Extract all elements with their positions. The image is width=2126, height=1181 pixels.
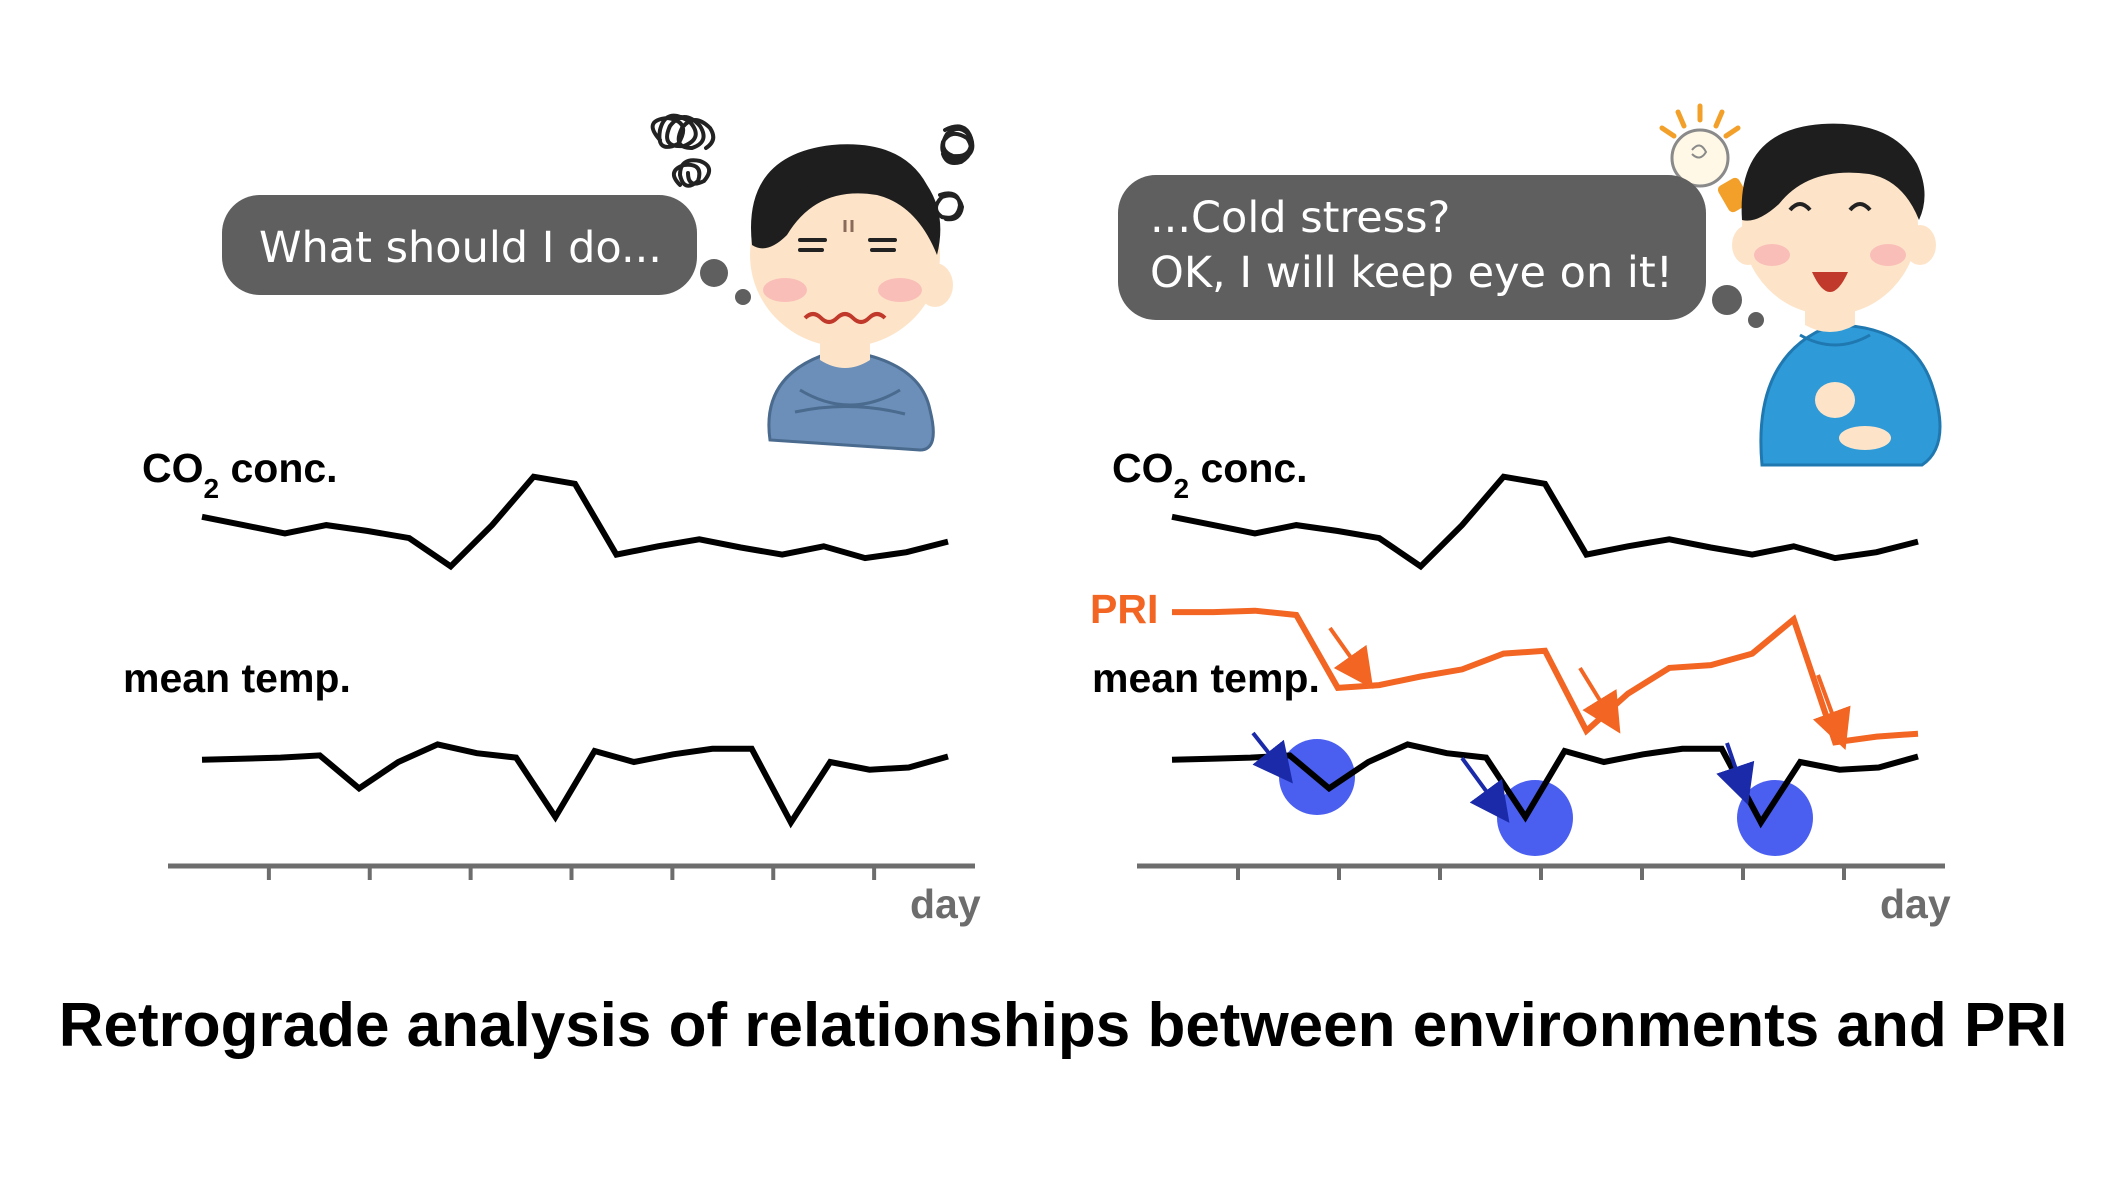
blue-arrow-2 <box>1460 756 1510 823</box>
pri-label: PRI <box>1090 586 1158 632</box>
scribble-icon <box>650 113 975 222</box>
thought-text-right-1: ...Cold stress? <box>1150 193 1450 243</box>
cold-dip-highlight-3 <box>1737 780 1813 856</box>
orange-arrows <box>1328 626 1851 751</box>
orange-arrow-1 <box>1328 626 1374 690</box>
blue-arrow-1 <box>1251 731 1293 784</box>
confused-person-icon <box>750 144 953 452</box>
right-panel: ...Cold stress? OK, I will keep eye on i… <box>1090 103 1951 927</box>
thought-text-left: What should I do... <box>259 223 662 273</box>
co2-label-right: CO2 conc. <box>1112 445 1308 504</box>
thought-bubble-left: What should I do... <box>222 195 751 305</box>
x-axis-left: day <box>168 863 981 927</box>
blue-arrows <box>1251 731 1755 823</box>
thought-text-right-2: OK, I will keep eye on it! <box>1150 248 1673 298</box>
temp-line-right <box>1171 741 1919 829</box>
pri-line <box>1172 607 1919 746</box>
x-axis-right: day <box>1137 863 1951 927</box>
left-panel: What should I do... CO2 conc. mean temp. <box>123 113 981 927</box>
thought-bubble-right: ...Cold stress? OK, I will keep eye on i… <box>1118 175 1764 328</box>
temp-label-left: mean temp. <box>123 655 351 701</box>
orange-arrow-2 <box>1578 666 1621 734</box>
temp-label-right: mean temp. <box>1092 655 1320 701</box>
axis-label-left: day <box>910 881 981 927</box>
blue-arrow-3 <box>1716 742 1755 806</box>
axis-label-right: day <box>1880 881 1951 927</box>
temp-line-left <box>201 741 949 829</box>
co2-line-left <box>201 473 949 571</box>
idea-person-icon <box>1732 123 1942 467</box>
figure-caption: Retrograde analysis of relationships bet… <box>58 991 2068 1060</box>
orange-arrow-3 <box>1812 674 1851 751</box>
co2-line-right <box>1171 473 1919 571</box>
co2-label-left: CO2 conc. <box>142 445 338 504</box>
